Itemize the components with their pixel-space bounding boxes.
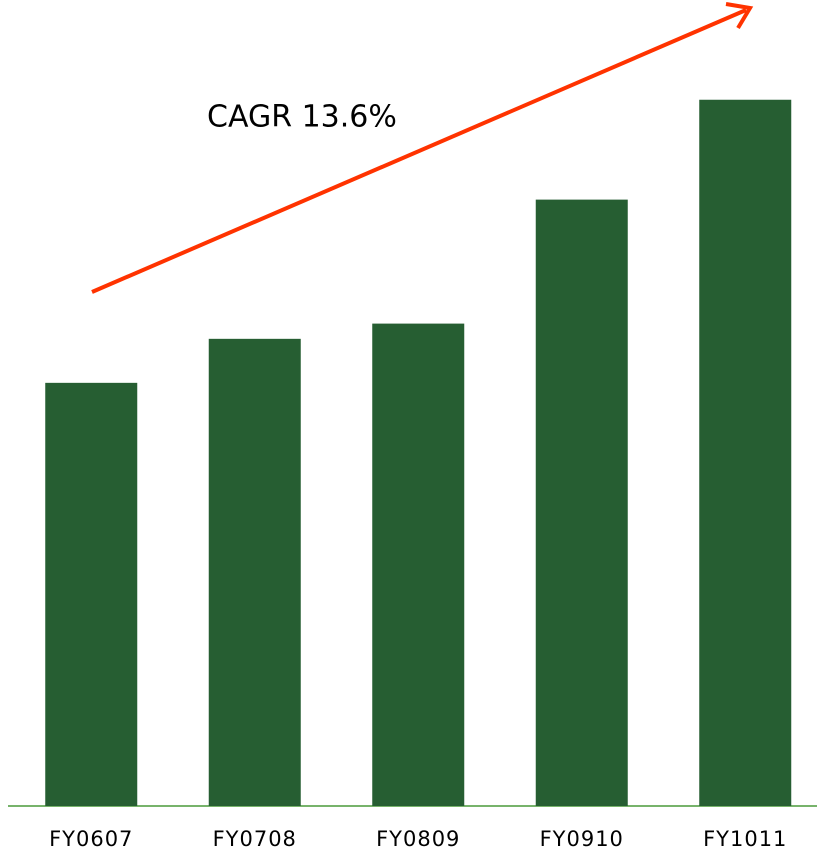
x-tick-label: FY1011	[703, 827, 787, 851]
bar	[208, 338, 301, 806]
x-tick-label: FY0809	[376, 827, 460, 851]
bar	[45, 382, 138, 806]
arrow-head	[725, 2, 754, 30]
bar	[372, 323, 465, 806]
x-tick-label: FY0708	[213, 827, 297, 851]
x-tick-label: FY0607	[49, 827, 133, 851]
annotation: CAGR 13.6%	[207, 100, 397, 135]
bar	[535, 199, 628, 806]
x-tick-label: FY0910	[540, 827, 624, 851]
bar	[699, 99, 792, 807]
trend-arrow	[91, 8, 747, 294]
